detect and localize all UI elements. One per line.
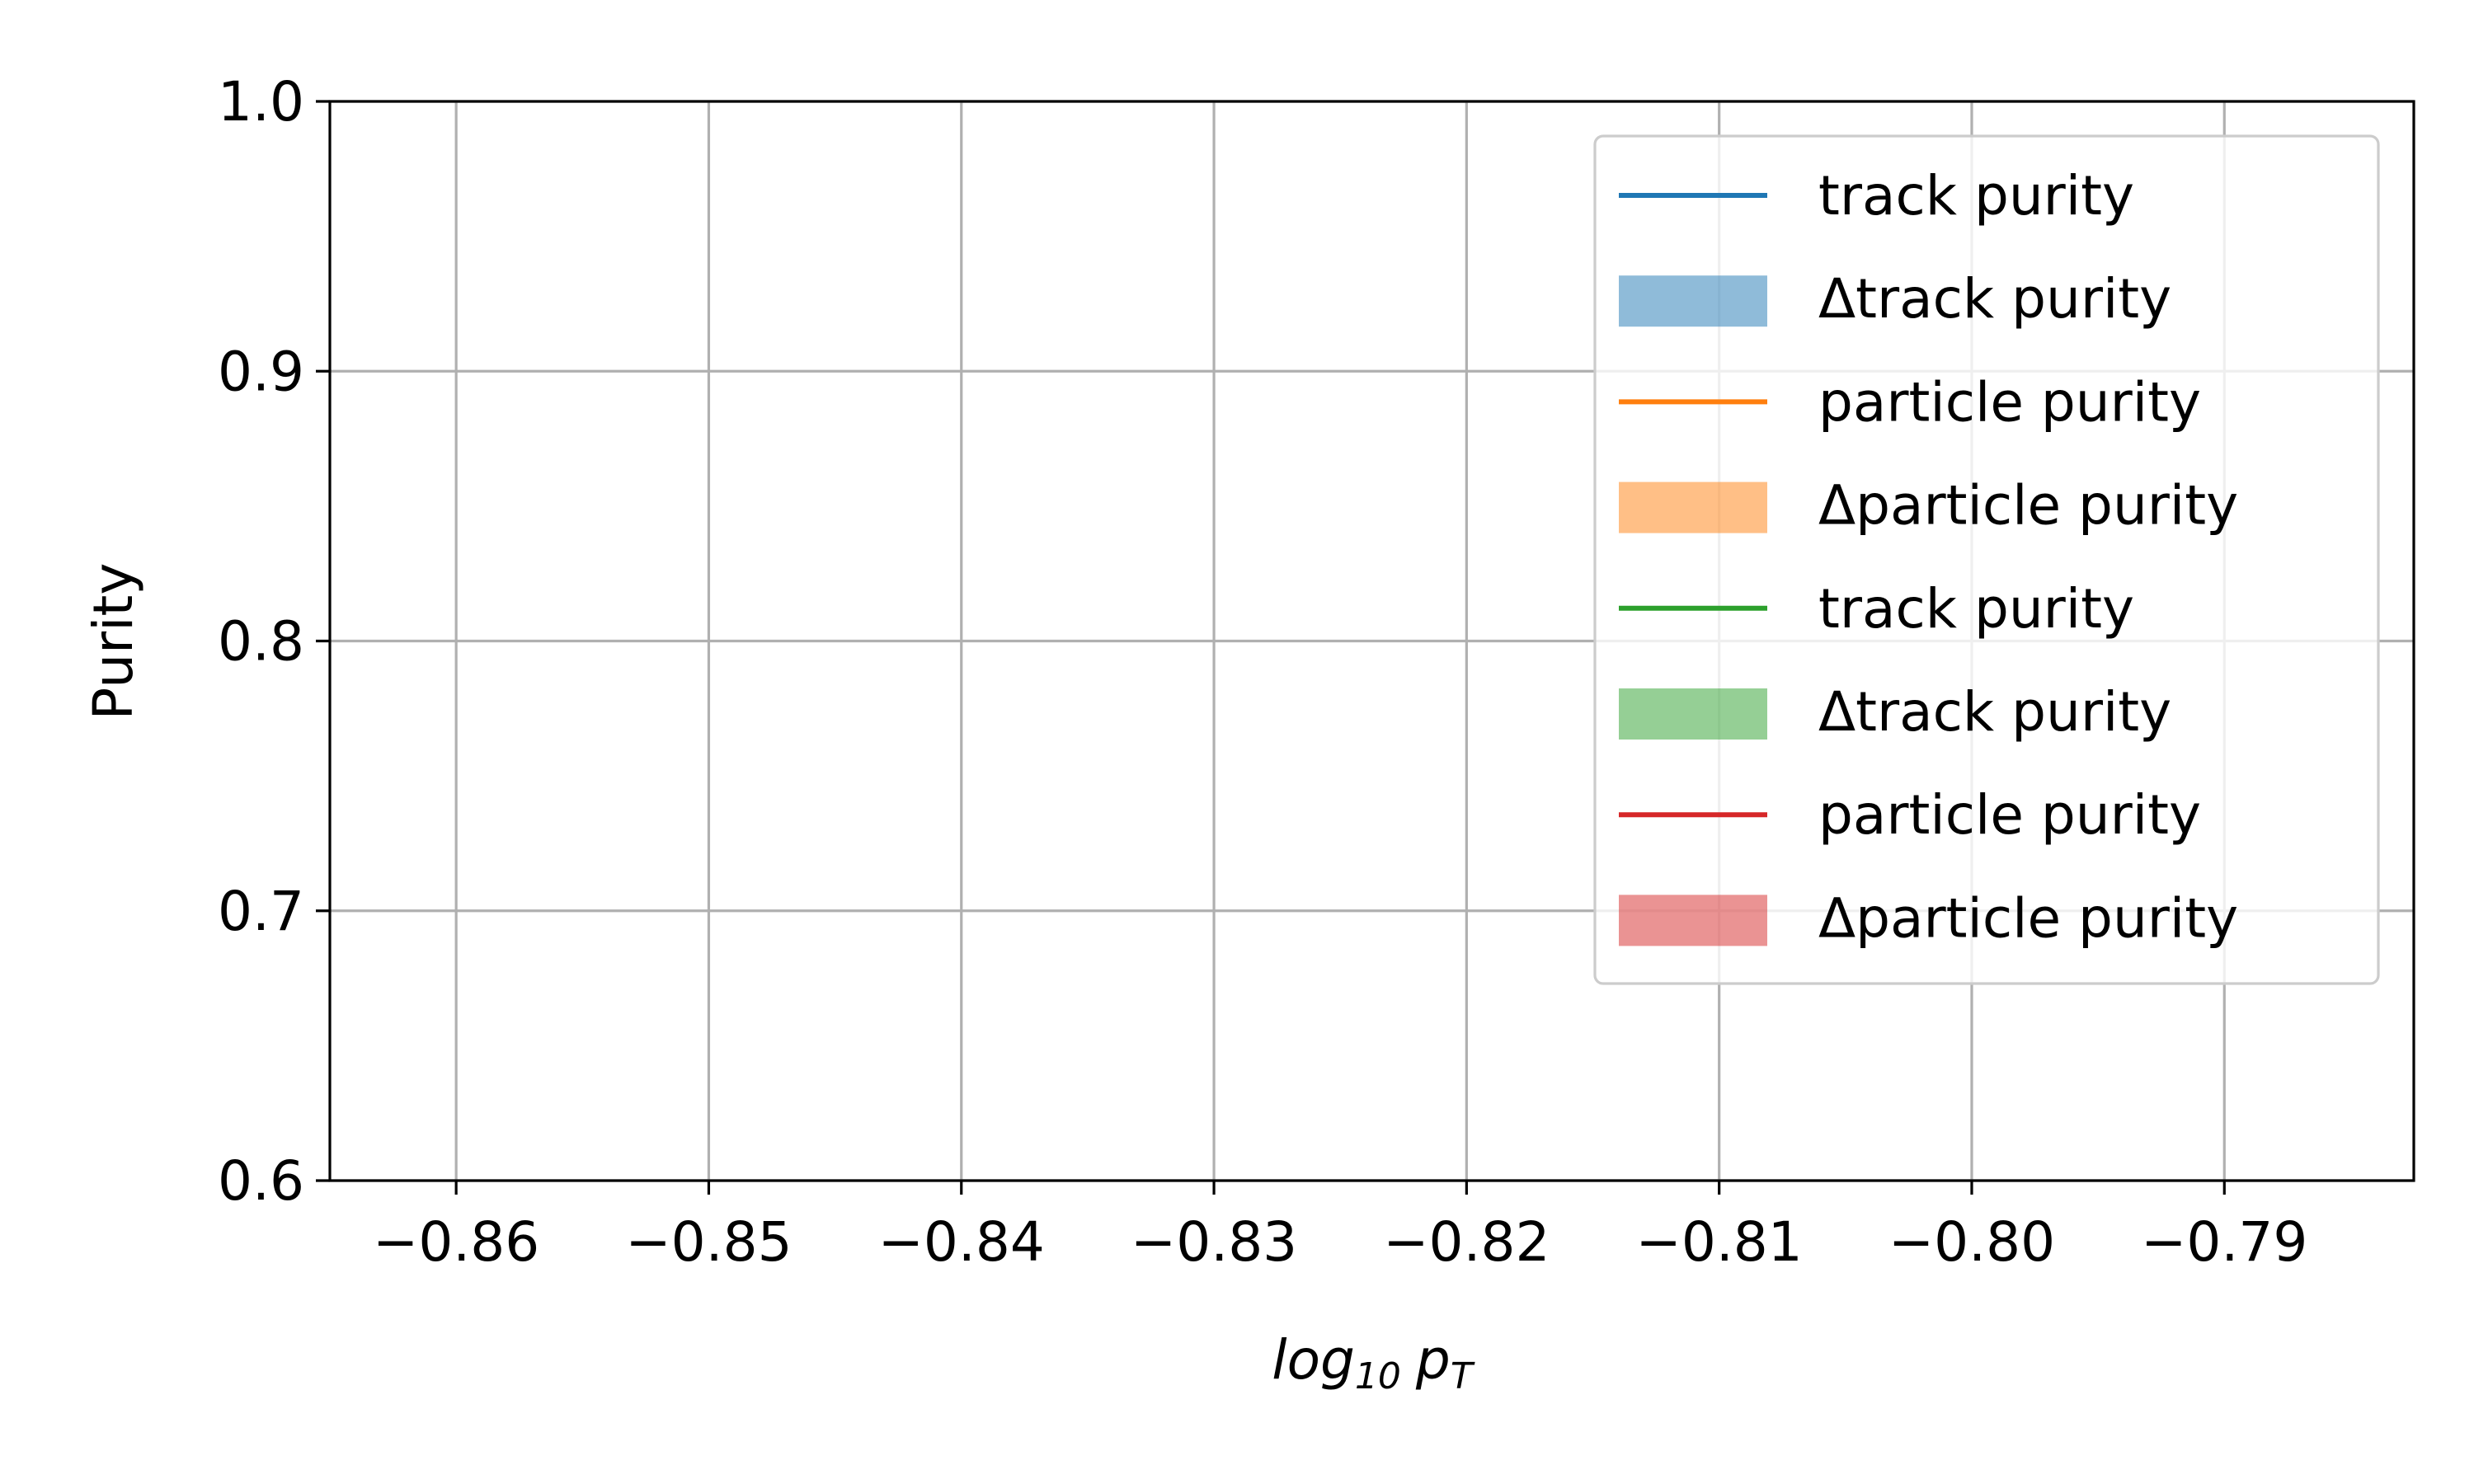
y-tick-label: 0.7 <box>218 880 304 943</box>
x-tick-label: −0.86 <box>373 1210 539 1274</box>
y-axis-ticks: 0.6 0.7 0.8 0.9 1.0 <box>218 70 330 1213</box>
legend-label: particle purity <box>1818 370 2201 434</box>
legend-label: Δtrack purity <box>1818 680 2171 744</box>
legend-patch-handle <box>1619 895 1767 946</box>
legend-label: Δparticle purity <box>1818 474 2238 538</box>
y-axis-label: Purity <box>82 563 145 721</box>
x-tick-label: −0.80 <box>1888 1210 2055 1274</box>
legend-label: track purity <box>1818 164 2134 228</box>
legend-frame <box>1593 134 2380 985</box>
x-tick-label: −0.85 <box>625 1210 792 1274</box>
x-tick-label: −0.79 <box>2141 1210 2307 1274</box>
legend: track purity Δtrack purity particle purity… <box>1593 134 2380 985</box>
x-axis-ticks: −0.86 −0.85 −0.84 −0.83 −0.82 −0.81 −0.80 −0.79 <box>373 1181 2307 1274</box>
x-tick-label: −0.81 <box>1636 1210 1803 1274</box>
legend-patch-handle <box>1619 688 1767 740</box>
y-tick-label: 0.9 <box>218 340 304 403</box>
y-tick-label: 0.6 <box>218 1149 304 1213</box>
x-axis-label: log10 pT <box>1272 1328 1475 1397</box>
legend-label: track purity <box>1818 577 2134 641</box>
legend-patch-handle <box>1619 481 1767 533</box>
legend-label: Δtrack purity <box>1818 267 2171 331</box>
legend-patch-handle <box>1619 275 1767 327</box>
x-tick-label: −0.83 <box>1131 1210 1297 1274</box>
legend-label: Δparticle purity <box>1818 886 2238 950</box>
x-tick-label: −0.82 <box>1383 1210 1550 1274</box>
y-tick-label: 0.8 <box>218 610 304 674</box>
x-tick-label: −0.84 <box>878 1210 1045 1274</box>
y-tick-label: 1.0 <box>218 70 304 134</box>
legend-label: particle purity <box>1818 783 2201 847</box>
